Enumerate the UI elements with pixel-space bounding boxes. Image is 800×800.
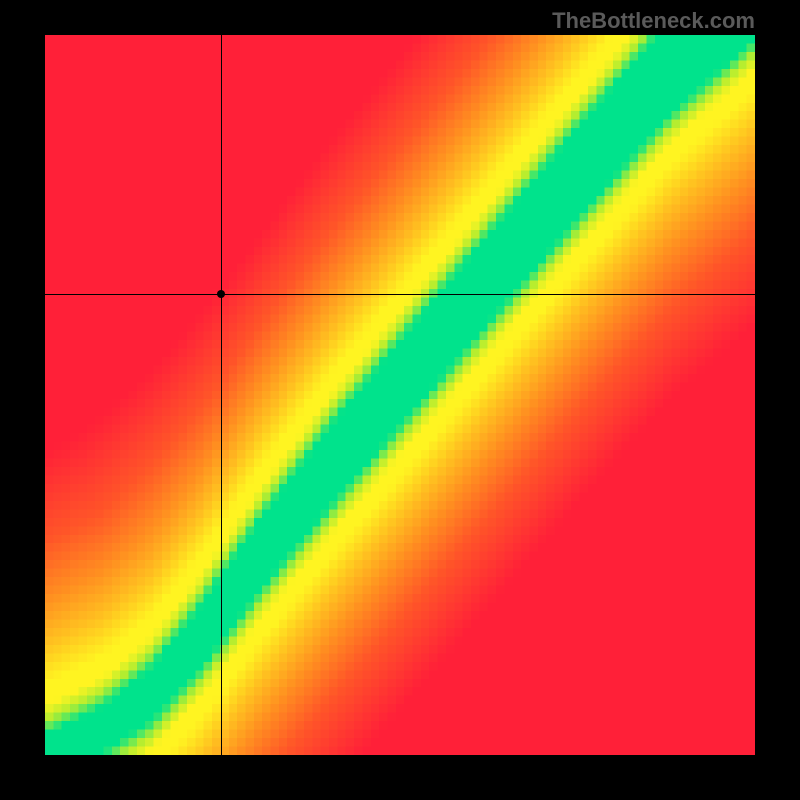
watermark-text: TheBottleneck.com: [552, 8, 755, 34]
heatmap-canvas: [45, 35, 755, 755]
chart-container: TheBottleneck.com: [0, 0, 800, 800]
crosshair-horizontal: [45, 294, 755, 295]
plot-area: [45, 35, 755, 755]
crosshair-vertical: [221, 35, 222, 755]
